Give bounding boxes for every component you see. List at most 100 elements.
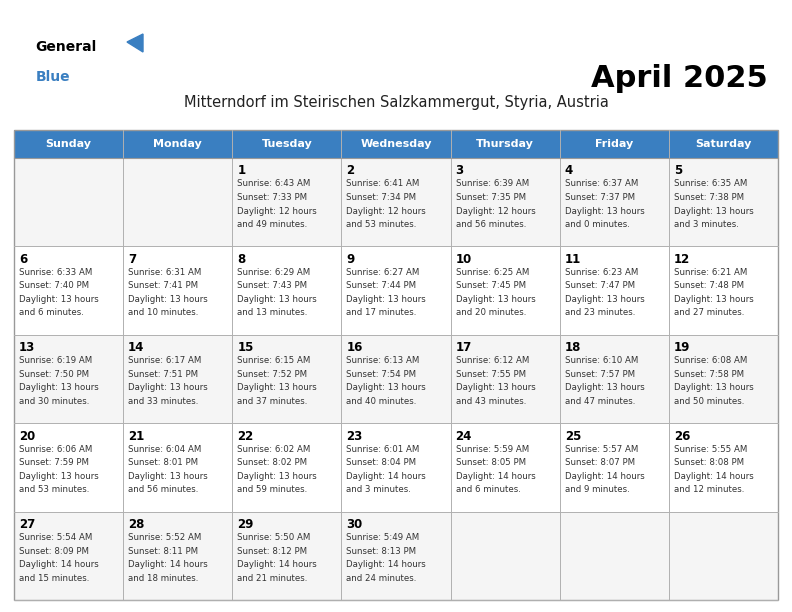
Text: Sunset: 8:04 PM: Sunset: 8:04 PM xyxy=(346,458,417,467)
Text: Sunrise: 6:23 AM: Sunrise: 6:23 AM xyxy=(565,268,638,277)
Text: Sunrise: 6:35 AM: Sunrise: 6:35 AM xyxy=(674,179,747,188)
Text: Friday: Friday xyxy=(595,139,634,149)
Text: Sunrise: 6:33 AM: Sunrise: 6:33 AM xyxy=(19,268,93,277)
Text: Sunrise: 6:06 AM: Sunrise: 6:06 AM xyxy=(19,445,93,453)
Text: 6: 6 xyxy=(19,253,27,266)
Text: Daylight: 13 hours: Daylight: 13 hours xyxy=(238,383,317,392)
Text: Sunset: 8:08 PM: Sunset: 8:08 PM xyxy=(674,458,744,467)
Text: and 3 minutes.: and 3 minutes. xyxy=(674,220,739,229)
Text: 3: 3 xyxy=(455,165,463,177)
Text: Daylight: 13 hours: Daylight: 13 hours xyxy=(674,383,754,392)
Text: Sunset: 7:59 PM: Sunset: 7:59 PM xyxy=(19,458,89,467)
Text: and 47 minutes.: and 47 minutes. xyxy=(565,397,635,406)
Text: and 53 minutes.: and 53 minutes. xyxy=(346,220,417,229)
Text: Sunrise: 6:43 AM: Sunrise: 6:43 AM xyxy=(238,179,310,188)
Text: 10: 10 xyxy=(455,253,472,266)
Text: Sunrise: 6:17 AM: Sunrise: 6:17 AM xyxy=(128,356,201,365)
Text: Sunset: 7:57 PM: Sunset: 7:57 PM xyxy=(565,370,635,379)
Text: and 15 minutes.: and 15 minutes. xyxy=(19,573,89,583)
Text: Daylight: 14 hours: Daylight: 14 hours xyxy=(674,472,754,480)
Text: Daylight: 12 hours: Daylight: 12 hours xyxy=(455,206,535,215)
Text: and 24 minutes.: and 24 minutes. xyxy=(346,573,417,583)
Text: Sunset: 7:40 PM: Sunset: 7:40 PM xyxy=(19,282,89,291)
Text: Daylight: 14 hours: Daylight: 14 hours xyxy=(346,472,426,480)
Text: Sunrise: 6:04 AM: Sunrise: 6:04 AM xyxy=(128,445,201,453)
Text: Sunset: 7:54 PM: Sunset: 7:54 PM xyxy=(346,370,417,379)
Text: Daylight: 13 hours: Daylight: 13 hours xyxy=(565,383,645,392)
Text: Sunset: 7:43 PM: Sunset: 7:43 PM xyxy=(238,282,307,291)
Text: 20: 20 xyxy=(19,430,36,442)
Text: and 30 minutes.: and 30 minutes. xyxy=(19,397,89,406)
Text: and 40 minutes.: and 40 minutes. xyxy=(346,397,417,406)
Text: Sunrise: 5:55 AM: Sunrise: 5:55 AM xyxy=(674,445,747,453)
Text: Daylight: 14 hours: Daylight: 14 hours xyxy=(128,560,208,569)
Text: Daylight: 13 hours: Daylight: 13 hours xyxy=(346,295,426,304)
Text: and 37 minutes.: and 37 minutes. xyxy=(238,397,307,406)
Text: and 53 minutes.: and 53 minutes. xyxy=(19,485,89,494)
Text: Sunset: 8:07 PM: Sunset: 8:07 PM xyxy=(565,458,635,467)
Text: 17: 17 xyxy=(455,341,472,354)
Text: Sunrise: 6:25 AM: Sunrise: 6:25 AM xyxy=(455,268,529,277)
Text: Sunrise: 6:08 AM: Sunrise: 6:08 AM xyxy=(674,356,747,365)
Text: Blue: Blue xyxy=(36,70,70,84)
Text: Daylight: 13 hours: Daylight: 13 hours xyxy=(19,383,99,392)
Text: Daylight: 14 hours: Daylight: 14 hours xyxy=(238,560,317,569)
Text: and 33 minutes.: and 33 minutes. xyxy=(128,397,199,406)
Text: Sunset: 7:45 PM: Sunset: 7:45 PM xyxy=(455,282,526,291)
Text: and 13 minutes.: and 13 minutes. xyxy=(238,308,307,318)
Text: Daylight: 14 hours: Daylight: 14 hours xyxy=(346,560,426,569)
Text: 13: 13 xyxy=(19,341,36,354)
Text: and 6 minutes.: and 6 minutes. xyxy=(455,485,520,494)
Text: Sunrise: 6:15 AM: Sunrise: 6:15 AM xyxy=(238,356,310,365)
Text: Sunrise: 6:19 AM: Sunrise: 6:19 AM xyxy=(19,356,92,365)
Text: Sunset: 7:50 PM: Sunset: 7:50 PM xyxy=(19,370,89,379)
Text: General: General xyxy=(36,40,97,54)
Text: Sunrise: 6:37 AM: Sunrise: 6:37 AM xyxy=(565,179,638,188)
Text: 19: 19 xyxy=(674,341,691,354)
Text: Sunrise: 5:50 AM: Sunrise: 5:50 AM xyxy=(238,533,310,542)
Text: and 43 minutes.: and 43 minutes. xyxy=(455,397,526,406)
Text: Thursday: Thursday xyxy=(476,139,534,149)
Text: Daylight: 12 hours: Daylight: 12 hours xyxy=(346,206,426,215)
Text: Daylight: 13 hours: Daylight: 13 hours xyxy=(238,472,317,480)
Text: Sunset: 7:33 PM: Sunset: 7:33 PM xyxy=(238,193,307,202)
Text: Daylight: 13 hours: Daylight: 13 hours xyxy=(128,472,208,480)
Text: 29: 29 xyxy=(238,518,253,531)
Text: and 56 minutes.: and 56 minutes. xyxy=(455,220,526,229)
Text: 5: 5 xyxy=(674,165,682,177)
Text: Sunrise: 5:54 AM: Sunrise: 5:54 AM xyxy=(19,533,93,542)
Text: Sunset: 7:58 PM: Sunset: 7:58 PM xyxy=(674,370,744,379)
Text: Sunrise: 5:49 AM: Sunrise: 5:49 AM xyxy=(346,533,420,542)
Text: 7: 7 xyxy=(128,253,136,266)
Text: Daylight: 13 hours: Daylight: 13 hours xyxy=(565,206,645,215)
Text: Sunset: 8:13 PM: Sunset: 8:13 PM xyxy=(346,547,417,556)
Text: Daylight: 13 hours: Daylight: 13 hours xyxy=(565,295,645,304)
Text: Sunset: 7:48 PM: Sunset: 7:48 PM xyxy=(674,282,744,291)
Text: and 0 minutes.: and 0 minutes. xyxy=(565,220,630,229)
Text: Daylight: 14 hours: Daylight: 14 hours xyxy=(565,472,645,480)
Text: and 49 minutes.: and 49 minutes. xyxy=(238,220,307,229)
Text: Sunrise: 6:01 AM: Sunrise: 6:01 AM xyxy=(346,445,420,453)
Text: and 18 minutes.: and 18 minutes. xyxy=(128,573,199,583)
Text: 11: 11 xyxy=(565,253,581,266)
Text: Sunrise: 5:59 AM: Sunrise: 5:59 AM xyxy=(455,445,529,453)
Text: Daylight: 12 hours: Daylight: 12 hours xyxy=(238,206,317,215)
Text: Sunday: Sunday xyxy=(46,139,92,149)
Text: 21: 21 xyxy=(128,430,144,442)
Text: Sunset: 7:44 PM: Sunset: 7:44 PM xyxy=(346,282,417,291)
Text: Sunset: 7:35 PM: Sunset: 7:35 PM xyxy=(455,193,526,202)
Text: 9: 9 xyxy=(346,253,355,266)
Text: and 27 minutes.: and 27 minutes. xyxy=(674,308,744,318)
Text: Sunset: 8:02 PM: Sunset: 8:02 PM xyxy=(238,458,307,467)
Text: 26: 26 xyxy=(674,430,691,442)
Text: and 9 minutes.: and 9 minutes. xyxy=(565,485,630,494)
Text: April 2025: April 2025 xyxy=(592,64,768,93)
Text: Daylight: 13 hours: Daylight: 13 hours xyxy=(128,383,208,392)
Text: and 56 minutes.: and 56 minutes. xyxy=(128,485,199,494)
Bar xyxy=(14,335,778,424)
Bar xyxy=(14,512,778,600)
Text: and 6 minutes.: and 6 minutes. xyxy=(19,308,84,318)
Text: Daylight: 13 hours: Daylight: 13 hours xyxy=(19,472,99,480)
Text: 28: 28 xyxy=(128,518,144,531)
Bar xyxy=(14,130,778,158)
